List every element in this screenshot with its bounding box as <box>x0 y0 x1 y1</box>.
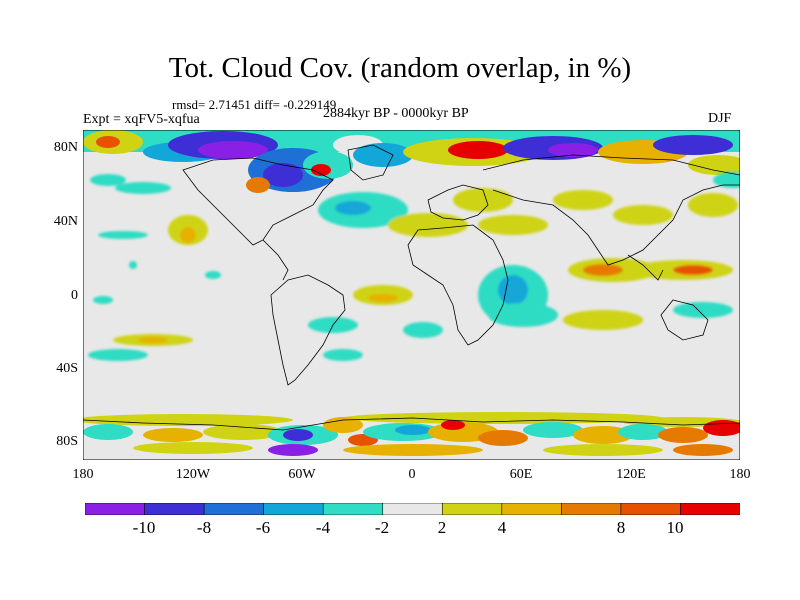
anomaly-map <box>83 130 740 460</box>
colorbar-label: 8 <box>616 518 626 537</box>
colorbar-swatch <box>561 503 622 515</box>
antarctic-anomaly-field <box>83 412 740 460</box>
experiment-label: Expt = xqFV5-xqfua <box>83 112 200 127</box>
colorbar-label: 2 <box>437 518 447 537</box>
coastlines <box>83 144 740 431</box>
x-tick-label: 120W <box>175 467 211 482</box>
colorbar <box>85 503 740 515</box>
x-tick-label: 180 <box>72 467 94 482</box>
colorbar-label: -8 <box>196 518 212 537</box>
colorbar-label: -10 <box>132 518 156 537</box>
colorbar-swatch <box>144 503 205 515</box>
colorbar-swatch <box>620 503 681 515</box>
colorbar-label: 10 <box>666 518 684 537</box>
colorbar-swatch <box>501 503 562 515</box>
colorbar-swatch <box>203 503 265 515</box>
y-tick-label: 40N <box>53 214 78 229</box>
colorbar-swatch <box>382 503 443 515</box>
period-label: 2884kyr BP - 0000kyr BP <box>323 106 469 121</box>
colorbar-swatch <box>263 503 324 515</box>
season-label: DJF <box>708 111 732 126</box>
x-tick-label: 180 <box>729 467 751 482</box>
chart-title: Tot. Cloud Cov. (random overlap, in %) <box>168 52 632 84</box>
x-tick-label: 120E <box>616 467 646 482</box>
y-tick-label: 80S <box>56 434 78 449</box>
arctic-anomaly-field <box>83 130 740 193</box>
colorbar-swatch <box>441 503 503 515</box>
midlat-anomaly-field <box>88 172 740 361</box>
colorbar-swatch <box>680 503 740 515</box>
x-tick-label: 60W <box>288 467 316 482</box>
colorbar-label: -2 <box>374 518 390 537</box>
y-tick-label: 80N <box>53 140 78 155</box>
colorbar-swatch <box>322 503 384 515</box>
stats-label: rmsd= 2.71451 diff= -0.229149 <box>172 97 337 112</box>
colorbar-label: 4 <box>497 518 507 537</box>
x-tick-label: 60E <box>509 467 533 482</box>
colorbar-label: -6 <box>255 518 271 537</box>
y-tick-label: 40S <box>56 361 78 376</box>
colorbar-label: -4 <box>315 518 331 537</box>
x-tick-label: 0 <box>408 467 416 482</box>
colorbar-swatch <box>85 503 146 515</box>
y-tick-label: 0 <box>71 288 78 303</box>
